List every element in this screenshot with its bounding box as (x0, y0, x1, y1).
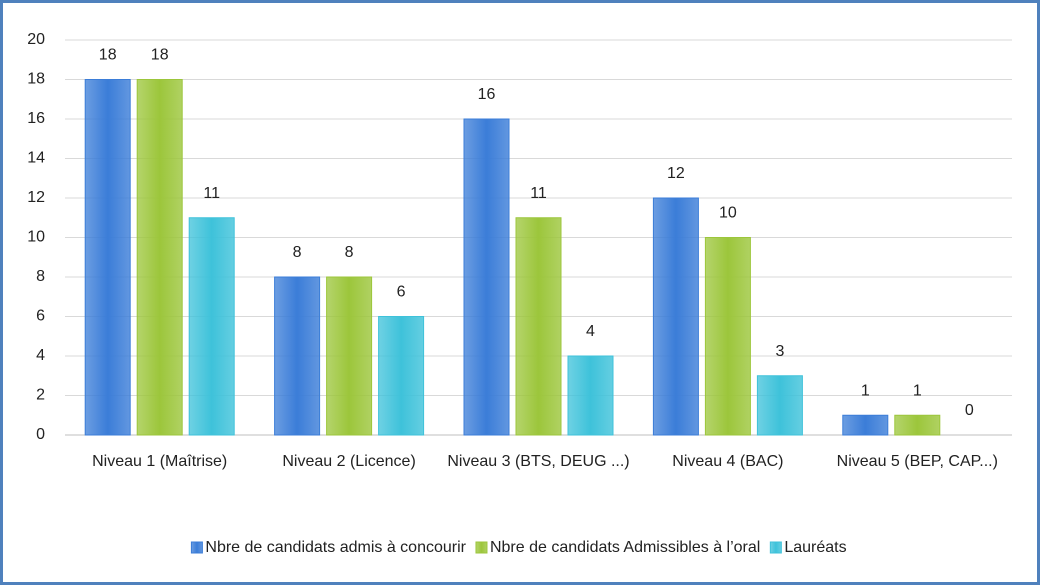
bar (567, 355, 614, 436)
bar (136, 79, 183, 436)
bar (515, 217, 562, 436)
bar (188, 217, 235, 436)
x-tick-label: Niveau 1 (Maîtrise) (92, 453, 228, 470)
legend-swatch (190, 541, 203, 554)
data-label: 8 (345, 244, 354, 261)
data-label: 12 (667, 165, 685, 182)
data-label: 1 (861, 382, 870, 399)
data-label: 18 (99, 47, 117, 64)
y-tick-label: 6 (36, 308, 45, 325)
bar (756, 375, 803, 436)
data-label: 6 (397, 284, 406, 301)
bar (378, 316, 425, 436)
data-label: 3 (775, 343, 784, 360)
legend-label: Nbre de candidats admis à concourir (205, 539, 466, 556)
data-label: 10 (719, 205, 737, 222)
data-label: 4 (586, 323, 595, 340)
legend-label: Lauréats (784, 539, 846, 556)
bar (652, 197, 699, 436)
y-tick-label: 16 (27, 110, 45, 127)
y-tick-label: 20 (27, 31, 45, 48)
y-tick-label: 8 (36, 268, 45, 285)
legend-label: Nbre de candidats Admissibles à l’oral (490, 539, 760, 556)
bar (894, 414, 941, 436)
data-label: 8 (293, 244, 302, 261)
data-label: 16 (478, 86, 496, 103)
legend-swatch (475, 541, 488, 554)
y-tick-label: 2 (36, 387, 45, 404)
y-tick-label: 14 (27, 150, 45, 167)
y-tick-label: 4 (36, 347, 45, 364)
data-label: 11 (203, 185, 220, 202)
bar (274, 276, 321, 436)
data-label: 18 (151, 47, 169, 64)
x-tick-label: Niveau 2 (Licence) (282, 453, 416, 470)
data-label: 11 (530, 185, 547, 202)
bar (842, 414, 889, 436)
bar (326, 276, 373, 436)
y-tick-label: 0 (36, 426, 45, 443)
x-tick-label: Niveau 3 (BTS, DEUG ...) (447, 453, 630, 470)
legend-swatch (769, 541, 782, 554)
y-tick-label: 10 (27, 229, 45, 246)
y-tick-label: 12 (27, 189, 45, 206)
data-label: 1 (913, 382, 922, 399)
y-tick-label: 18 (27, 71, 45, 88)
data-label: 0 (965, 402, 974, 419)
x-tick-label: Niveau 5 (BEP, CAP...) (836, 453, 998, 470)
bar (84, 79, 131, 436)
x-tick-label: Niveau 4 (BAC) (672, 453, 784, 470)
bar (463, 118, 510, 436)
bar (704, 237, 751, 436)
